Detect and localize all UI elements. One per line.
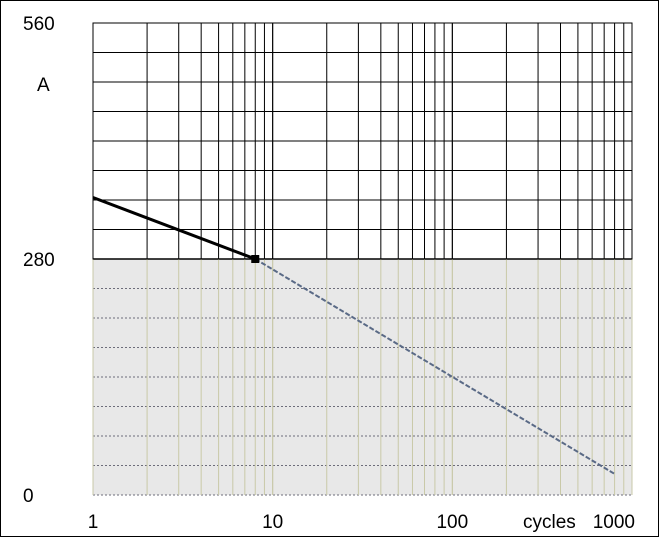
y-tick-label: 0 (23, 486, 34, 507)
y-axis-label: A (37, 75, 50, 96)
x-tick-label: 1000 (593, 512, 635, 533)
series-line-1 (92, 196, 256, 261)
grid (92, 22, 633, 496)
axis-labels: 0 280 560 A 1 10 100 1000 cycles (23, 14, 635, 533)
y-tick-label: 280 (23, 250, 55, 271)
x-tick-label: 100 (436, 512, 468, 533)
x-tick-label: 1 (88, 512, 99, 533)
x-axis-label: cycles (523, 512, 576, 533)
y-tick-label: 560 (23, 14, 55, 35)
plot-frame-upper (92, 22, 633, 260)
series-layer (92, 196, 616, 475)
junction-marker (251, 255, 260, 263)
x-tick-label: 10 (262, 512, 283, 533)
